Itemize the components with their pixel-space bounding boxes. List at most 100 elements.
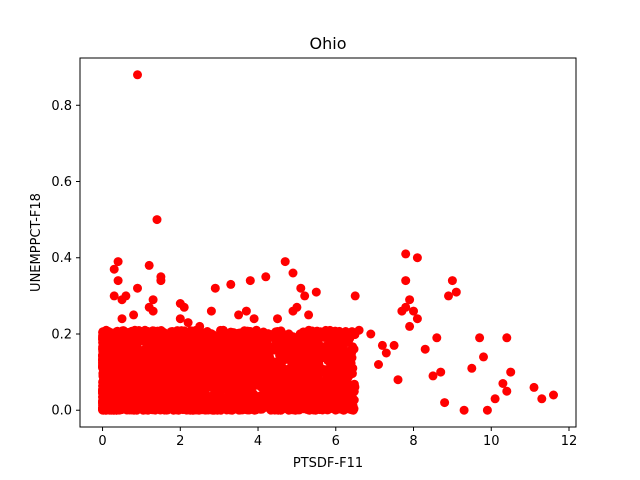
cluster-point bbox=[211, 360, 221, 370]
cluster-point bbox=[106, 366, 116, 375]
data-point bbox=[117, 314, 127, 324]
y-tick-label: 0.2 bbox=[51, 327, 72, 342]
cluster-point bbox=[98, 337, 108, 347]
data-point bbox=[241, 306, 251, 316]
x-tick-label: 2 bbox=[176, 434, 184, 449]
cluster-point bbox=[260, 363, 270, 373]
x-tick-label: 0 bbox=[98, 434, 106, 449]
data-point bbox=[245, 276, 255, 286]
data-point bbox=[549, 390, 558, 400]
data-point bbox=[113, 276, 123, 286]
cluster-point bbox=[155, 363, 164, 373]
cluster-point bbox=[296, 389, 306, 399]
data-point bbox=[537, 394, 547, 404]
data-point bbox=[183, 318, 193, 328]
cluster-point bbox=[248, 356, 258, 366]
data-point bbox=[405, 295, 415, 305]
cluster-point bbox=[120, 400, 130, 410]
cluster-point bbox=[302, 373, 312, 383]
data-point bbox=[479, 352, 488, 362]
cluster-point bbox=[311, 372, 321, 382]
x-tick-label: 12 bbox=[561, 434, 578, 449]
cluster-point bbox=[217, 347, 227, 357]
cluster-point bbox=[319, 389, 329, 399]
cluster-point bbox=[167, 372, 177, 382]
cluster-point bbox=[177, 401, 187, 411]
cluster-point bbox=[98, 330, 108, 340]
cluster-point bbox=[122, 330, 132, 340]
cluster-point bbox=[259, 383, 269, 393]
data-point bbox=[475, 333, 485, 343]
cluster-point bbox=[314, 360, 324, 370]
cluster-point bbox=[235, 370, 245, 380]
cluster-point bbox=[202, 393, 212, 403]
cluster-point bbox=[151, 336, 161, 346]
data-point bbox=[490, 394, 500, 404]
data-point bbox=[412, 314, 422, 324]
cluster-point bbox=[201, 361, 211, 371]
cluster-point bbox=[186, 343, 196, 353]
cluster-point bbox=[293, 380, 303, 390]
y-axis: 0.0 0.2 0.4 0.6 0.8 bbox=[51, 99, 80, 419]
data-point bbox=[288, 306, 298, 316]
cluster-point bbox=[118, 349, 128, 359]
cluster-point bbox=[332, 351, 342, 361]
x-tick-label: 6 bbox=[332, 434, 340, 449]
cluster-point bbox=[244, 376, 254, 386]
cluster-point bbox=[143, 394, 153, 404]
data-point bbox=[506, 367, 516, 377]
data-point bbox=[249, 314, 259, 324]
points-layer bbox=[98, 70, 558, 415]
cluster-point bbox=[295, 332, 305, 342]
data-point bbox=[428, 371, 438, 381]
cluster-point bbox=[288, 393, 297, 403]
cluster-point bbox=[311, 401, 321, 410]
chart-title: Ohio bbox=[310, 34, 347, 53]
data-point bbox=[366, 329, 376, 339]
cluster-point bbox=[274, 364, 284, 374]
cluster-point bbox=[119, 369, 129, 379]
data-point bbox=[179, 302, 189, 312]
cluster-point bbox=[147, 328, 157, 338]
cluster-point bbox=[190, 400, 200, 410]
cluster-point bbox=[255, 349, 265, 359]
x-tick-label: 4 bbox=[254, 434, 262, 449]
data-point bbox=[467, 363, 477, 373]
data-point bbox=[327, 340, 337, 350]
data-point bbox=[156, 276, 166, 286]
cluster-point bbox=[263, 333, 273, 343]
cluster-point bbox=[278, 397, 288, 407]
cluster-point bbox=[162, 340, 172, 350]
data-point bbox=[109, 291, 119, 301]
cluster-point bbox=[342, 364, 352, 374]
cluster-point bbox=[131, 392, 141, 402]
cluster-point bbox=[257, 338, 267, 348]
cluster-point bbox=[150, 375, 159, 385]
cluster-point bbox=[164, 401, 174, 411]
cluster-point bbox=[288, 356, 298, 366]
cluster-point bbox=[248, 369, 258, 379]
cluster-point bbox=[312, 386, 322, 396]
cluster-point bbox=[237, 344, 247, 354]
cluster-point bbox=[98, 359, 108, 368]
data-point bbox=[113, 257, 123, 267]
data-point bbox=[436, 367, 446, 377]
data-point bbox=[440, 398, 450, 408]
data-point bbox=[447, 276, 457, 286]
cluster-point bbox=[106, 392, 116, 402]
y-tick-label: 0.0 bbox=[51, 404, 72, 419]
cluster-point bbox=[341, 402, 351, 412]
data-point bbox=[444, 291, 453, 301]
cluster-point bbox=[103, 401, 113, 411]
cluster-point bbox=[340, 380, 350, 390]
y-tick-label: 0.6 bbox=[51, 175, 72, 190]
data-point bbox=[339, 337, 348, 347]
cluster-point bbox=[300, 382, 309, 392]
cluster-point bbox=[232, 356, 242, 366]
cluster-point bbox=[238, 381, 247, 391]
data-point bbox=[311, 287, 321, 297]
cluster-point bbox=[190, 381, 199, 391]
cluster-point bbox=[312, 326, 322, 336]
cluster-point bbox=[162, 366, 172, 376]
